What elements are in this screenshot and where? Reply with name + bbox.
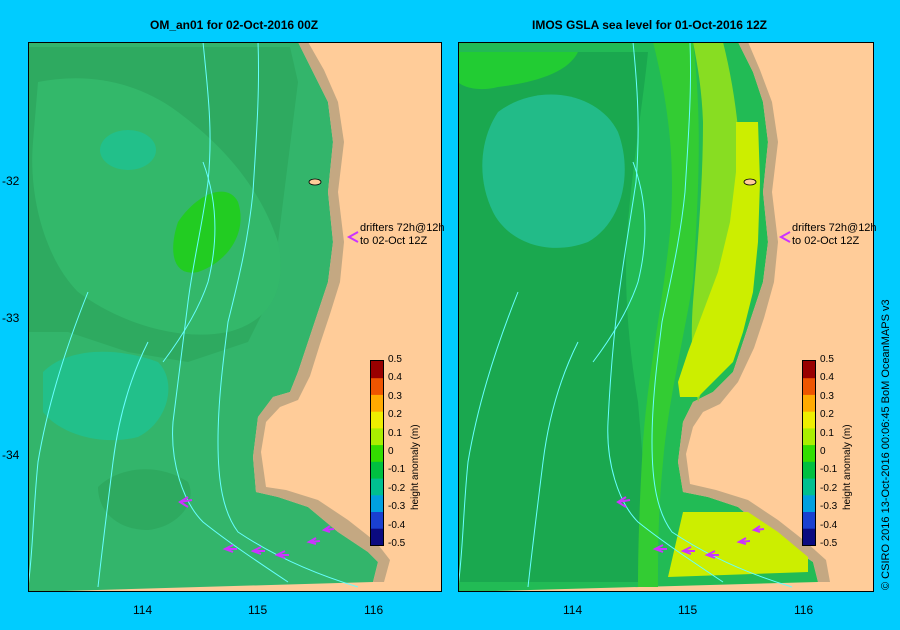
colorbar-tick-label: -0.4 — [388, 519, 406, 531]
colorbar-segment — [371, 444, 383, 462]
colorbar-segment — [803, 444, 815, 462]
colorbar-tick-label: 0.3 — [388, 390, 402, 402]
colorbar-tick-label: -0.3 — [388, 501, 406, 513]
lon-tick-label: 115 — [248, 603, 268, 617]
colorbar-label: height anomaly (m) — [842, 424, 853, 510]
map-frame — [458, 42, 874, 592]
colorbar-segment — [371, 377, 383, 395]
colorbar-segment — [371, 494, 383, 512]
map-frame — [28, 42, 442, 592]
colorbar-segment — [371, 361, 383, 379]
colorbar-segment — [371, 511, 383, 529]
anomaly-region — [678, 122, 760, 397]
lat-tick-label: -33 — [2, 311, 20, 325]
colorbar-segment — [803, 377, 815, 395]
colorbar-segment — [371, 528, 383, 546]
right-map — [458, 42, 874, 592]
colorbar-segment — [803, 361, 815, 379]
colorbar-segment — [371, 394, 383, 412]
island — [743, 178, 757, 186]
bathymetry-contours — [28, 42, 359, 588]
lat-tick-label: -32 — [2, 174, 20, 188]
colorbar-tick-label: -0.2 — [820, 482, 838, 494]
colorbar-segment — [371, 427, 383, 446]
colorbar-tick-label: 0.1 — [388, 427, 402, 439]
anomaly-region — [458, 52, 578, 90]
credit-text: © CSIRO 2016 13-Oct-2016 00:06:45 BoM Oc… — [880, 299, 892, 590]
colorbar-tick-label: 0.4 — [388, 372, 402, 384]
coast-band — [678, 42, 830, 582]
lat-tick-label: -34 — [2, 448, 20, 462]
left-map — [28, 42, 442, 592]
anomaly-region — [98, 469, 191, 530]
anomaly-region — [668, 512, 808, 577]
colorbar-label: height anomaly (m) — [410, 424, 421, 510]
colorbar-tick-label: -0.1 — [388, 464, 406, 476]
colorbar-tick-label: 0.2 — [388, 409, 402, 421]
colorbar-tick-label: 0 — [820, 446, 826, 457]
colorbar-tick-label: -0.2 — [388, 482, 406, 494]
colorbar-segment — [803, 478, 815, 496]
lon-tick-label: 116 — [794, 603, 814, 617]
drifter-legend-arrow — [346, 231, 359, 243]
lon-tick-label: 116 — [364, 603, 384, 617]
lon-tick-label: 114 — [133, 603, 153, 617]
colorbar-tick-label: -0.5 — [388, 538, 406, 549]
anomaly-region — [638, 42, 699, 587]
anomaly-region — [173, 191, 241, 273]
colorbar-segment — [803, 394, 815, 412]
colorbar-segment — [803, 461, 815, 479]
colorbar-tick-label: 0.1 — [820, 427, 834, 439]
bathymetry-contours — [458, 42, 793, 588]
drifter-legend-arrow — [778, 231, 791, 243]
colorbar-tick-label: 0.5 — [388, 354, 402, 365]
lon-tick-label: 115 — [678, 603, 698, 617]
colorbar-segment — [371, 478, 383, 496]
colorbar-tick-label: -0.1 — [820, 464, 838, 476]
colorbar-tick-label: 0.4 — [820, 372, 834, 384]
colorbar-segment — [803, 494, 815, 512]
colorbar-segment — [371, 461, 383, 479]
anomaly-region — [100, 130, 156, 170]
colorbar-tick-label: -0.4 — [820, 519, 838, 531]
colorbar-tick-label: 0.2 — [820, 409, 834, 421]
anomaly-region — [482, 94, 625, 248]
lon-tick-label: 114 — [563, 603, 583, 617]
colorbar-segment — [803, 528, 815, 546]
drifter-annotation-left: drifters 72h@12h to 02-Oct 12Z — [360, 222, 445, 247]
colorbar-tick-label: 0.5 — [820, 354, 834, 365]
colorbar-tick-label: -0.3 — [820, 501, 838, 513]
anomaly-region — [32, 78, 281, 335]
colorbar-tick-label: 0.3 — [820, 390, 834, 402]
drifter-arrows — [616, 496, 765, 559]
right-panel-title: IMOS GSLA sea level for 01-Oct-2016 12Z — [532, 18, 767, 32]
colorbar-segment — [803, 411, 815, 429]
anomaly-region — [43, 351, 169, 441]
colorbar-tick-label: 0 — [388, 446, 394, 457]
drifter-arrows — [178, 496, 335, 559]
colorbar-segment — [803, 427, 815, 446]
coast-band — [253, 42, 390, 582]
drifter-annotation-right: drifters 72h@12h to 02-Oct 12Z — [792, 222, 877, 247]
colorbar-tick-label: -0.5 — [820, 538, 838, 549]
colorbar-segment — [803, 511, 815, 529]
colorbar-segment — [371, 411, 383, 429]
left-panel-title: OM_an01 for 02-Oct-2016 00Z — [150, 18, 319, 32]
island — [308, 178, 322, 186]
